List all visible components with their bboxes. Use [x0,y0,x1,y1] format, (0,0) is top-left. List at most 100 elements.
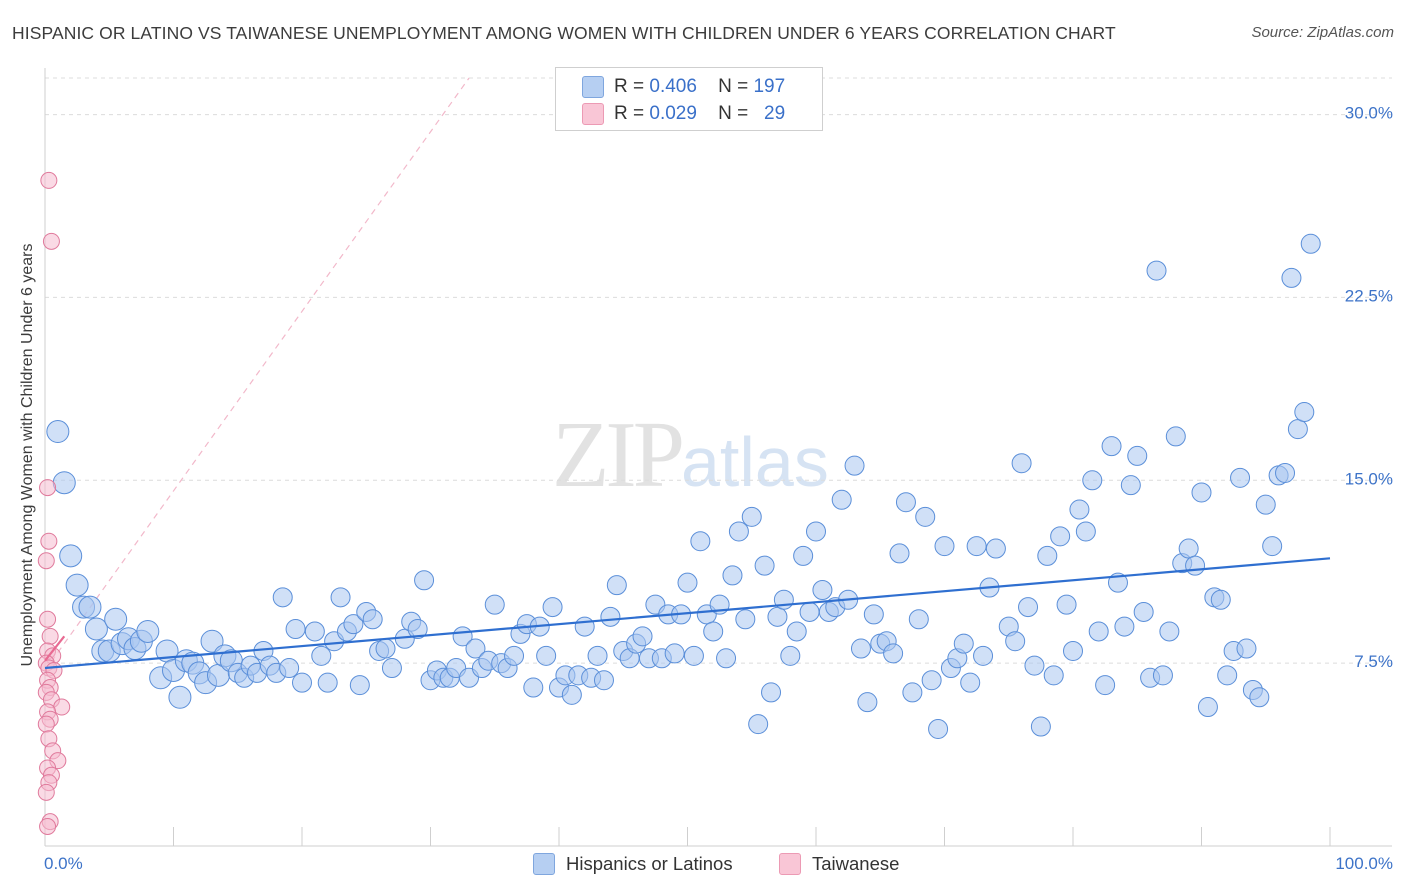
data-point-hispanic [664,643,685,664]
data-point-hispanic [1191,482,1212,503]
data-point-hispanic [780,645,801,666]
data-point-hispanic [1018,597,1039,618]
data-point-hispanic [895,492,916,513]
data-point-hispanic [1152,665,1173,686]
data-point-hispanic [703,621,724,642]
data-point-hispanic [831,489,852,510]
data-point-taiwanese [39,610,57,628]
data-point-hispanic [1146,260,1167,281]
data-point-hispanic [381,658,402,679]
data-point-hispanic [1088,621,1109,642]
data-point-hispanic [973,645,994,666]
data-point-hispanic [1095,675,1116,696]
data-point-hispanic [966,536,987,557]
data-point-hispanic [311,645,332,666]
data-point-hispanic [1281,267,1302,288]
data-point-hispanic [504,645,525,666]
data-point-hispanic [1127,445,1148,466]
data-point-hispanic [484,594,505,615]
data-point-taiwanese [39,817,57,835]
legend-swatch-pink [582,103,604,125]
data-point-hispanic [1107,572,1128,593]
data-point-hispanic [574,616,595,637]
data-point-taiwanese [42,232,60,250]
data-point-hispanic [786,621,807,642]
data-point-hispanic [200,629,224,653]
data-point-hispanic [523,677,544,698]
data-point-hispanic [953,633,974,654]
watermark-zip: ZIP [552,403,685,507]
y-tick-label: 30.0% [1345,104,1393,123]
legend-r-value-hispanic: 0.406 [649,76,697,97]
data-point-hispanic [168,685,192,709]
data-point-hispanic [722,565,743,586]
data-point-hispanic [934,536,955,557]
watermark-atlas: atlas [681,423,829,501]
data-point-hispanic [748,714,769,735]
data-point-hispanic [542,597,563,618]
data-point-hispanic [593,670,614,691]
data-point-hispanic [561,684,582,705]
legend-r-label: R = [614,76,645,97]
data-point-hispanic [960,672,981,693]
legend-n-label: N = [718,103,749,124]
x-tick-label: 0.0% [44,854,83,873]
watermark: ZIPatlas [552,400,829,509]
legend-n-value-hispanic: 197 [753,76,786,97]
data-point-hispanic [52,471,76,495]
data-point-hispanic [362,609,383,630]
data-point-hispanic [1082,470,1103,491]
data-point-taiwanese [37,552,55,570]
data-point-hispanic [1178,538,1199,559]
data-point-hispanic [761,682,782,703]
legend-n-label: N = [718,76,749,97]
data-point-hispanic [1236,638,1257,659]
data-point-hispanic [741,506,762,527]
data-point-hispanic [136,619,160,643]
data-point-hispanic [716,648,737,669]
data-point-hispanic [754,555,775,576]
data-point-hispanic [536,645,557,666]
data-point-hispanic [1120,475,1141,496]
data-point-taiwanese [53,698,71,716]
data-point-hispanic [1043,665,1064,686]
data-point-hispanic [928,718,949,739]
data-point-hispanic [1300,233,1321,254]
data-point-hispanic [683,645,704,666]
bottom-legend-swatch-blue [533,853,555,875]
y-axis-label: Unemployment Among Women with Children U… [19,243,36,667]
data-point-hispanic [1063,640,1083,661]
data-point-hispanic [349,675,370,696]
data-point-hispanic [1255,494,1276,515]
data-point-hispanic [375,638,396,659]
data-point-hispanic [1050,526,1071,547]
source-label: Source: ZipAtlas.com [1251,24,1394,41]
data-point-hispanic [632,626,653,647]
data-point-hispanic [1287,419,1308,440]
data-point-hispanic [921,670,942,691]
legend-swatch-blue [582,76,604,98]
data-point-hispanic [985,538,1006,559]
trend-line-taiwanese [44,635,66,662]
data-point-hispanic [677,572,698,593]
data-point-taiwanese [41,627,59,645]
data-point-hispanic [1005,631,1026,652]
data-point-hispanic [465,638,486,659]
legend-n-value-taiwanese: 29 [764,103,786,124]
data-point-hispanic [850,638,871,659]
data-point-taiwanese [40,532,58,550]
data-point-hispanic [343,614,364,635]
data-point-hispanic [1030,716,1051,737]
bottom-legend-swatch-pink [779,853,801,875]
data-point-hispanic [1230,467,1251,488]
legend-r-value-taiwanese: 0.029 [649,103,697,124]
data-point-hispanic [799,601,820,622]
bottom-legend-label-hispanic: Hispanics or Latinos [566,853,733,874]
data-point-hispanic [728,521,749,542]
data-point-hispanic [292,672,312,693]
y-tick-label: 15.0% [1345,469,1393,488]
data-point-hispanic [272,587,293,608]
data-point-hispanic [1133,601,1154,622]
data-point-hispanic [407,619,428,640]
data-point-hispanic [1262,536,1283,557]
